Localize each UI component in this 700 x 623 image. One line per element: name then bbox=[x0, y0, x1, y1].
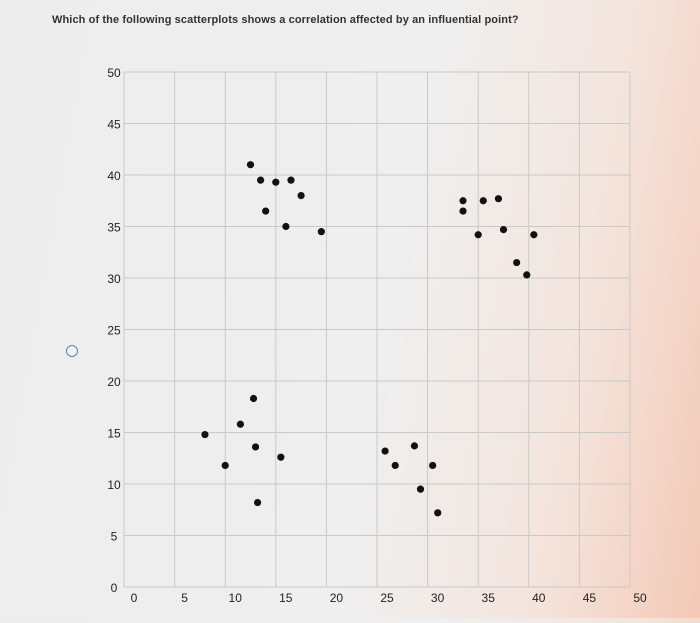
x-tick-label: 25 bbox=[380, 591, 394, 605]
answer-radio-button[interactable] bbox=[66, 345, 78, 357]
y-tick-label: 30 bbox=[107, 272, 121, 286]
y-tick-label: 50 bbox=[107, 66, 121, 80]
x-tick-label: 40 bbox=[532, 591, 546, 605]
x-tick-label: 0 bbox=[131, 591, 138, 605]
y-tick-label: 20 bbox=[107, 375, 121, 389]
scatter-point bbox=[523, 271, 531, 279]
scatter-point bbox=[429, 461, 437, 470]
y-tick-label: 10 bbox=[107, 478, 121, 492]
scatter-point bbox=[236, 420, 244, 428]
scatter-point bbox=[513, 258, 521, 267]
scatter-point bbox=[410, 442, 419, 450]
y-tick-label: 0 bbox=[111, 581, 118, 595]
scatter-point bbox=[201, 430, 209, 439]
scatter-point bbox=[459, 197, 467, 205]
scatter-point bbox=[416, 485, 425, 493]
scatter-point bbox=[277, 453, 285, 461]
scatter-point bbox=[381, 447, 389, 455]
scatter-point bbox=[287, 176, 295, 184]
scatter-point bbox=[459, 207, 467, 215]
y-tick-label: 45 bbox=[107, 118, 121, 132]
scatter-point bbox=[246, 161, 255, 169]
scatter-point bbox=[499, 225, 508, 234]
x-tick-label: 35 bbox=[482, 591, 496, 605]
scatter-point bbox=[391, 461, 399, 470]
scatter-point bbox=[479, 197, 487, 205]
x-tick-label: 15 bbox=[279, 591, 293, 605]
scatter-point bbox=[297, 192, 305, 200]
grid-lines bbox=[123, 71, 631, 588]
data-points bbox=[201, 161, 538, 517]
x-tick-label: 20 bbox=[330, 591, 344, 605]
scatter-point bbox=[282, 222, 290, 231]
scatter-point bbox=[474, 231, 482, 239]
y-tick-labels: 0 5 10 15 20 25 30 35 40 45 50 bbox=[107, 66, 121, 595]
scatter-point bbox=[434, 509, 442, 517]
scatter-point bbox=[317, 228, 325, 236]
x-tick-label: 50 bbox=[633, 591, 647, 605]
y-tick-label: 25 bbox=[107, 324, 121, 338]
scatter-point bbox=[249, 394, 258, 403]
scatter-point bbox=[272, 178, 280, 186]
question-text: Which of the following scatterplots show… bbox=[52, 14, 519, 26]
y-tick-label: 5 bbox=[111, 530, 118, 544]
y-tick-label: 40 bbox=[107, 169, 121, 183]
y-tick-label: 15 bbox=[107, 427, 121, 441]
x-tick-label: 5 bbox=[181, 591, 188, 605]
scatter-point bbox=[530, 231, 538, 239]
scatter-point bbox=[253, 498, 262, 507]
x-tick-labels: 0 5 10 15 20 25 30 35 40 45 50 bbox=[131, 591, 647, 605]
scatter-point bbox=[257, 176, 265, 184]
x-tick-label: 30 bbox=[431, 591, 445, 605]
scatter-point bbox=[221, 461, 229, 470]
x-tick-label: 45 bbox=[583, 591, 597, 605]
x-tick-label: 10 bbox=[229, 591, 243, 605]
scatter-point bbox=[494, 195, 503, 203]
scatter-point bbox=[251, 443, 260, 451]
scatter-point bbox=[262, 207, 270, 215]
y-tick-label: 35 bbox=[107, 221, 121, 235]
